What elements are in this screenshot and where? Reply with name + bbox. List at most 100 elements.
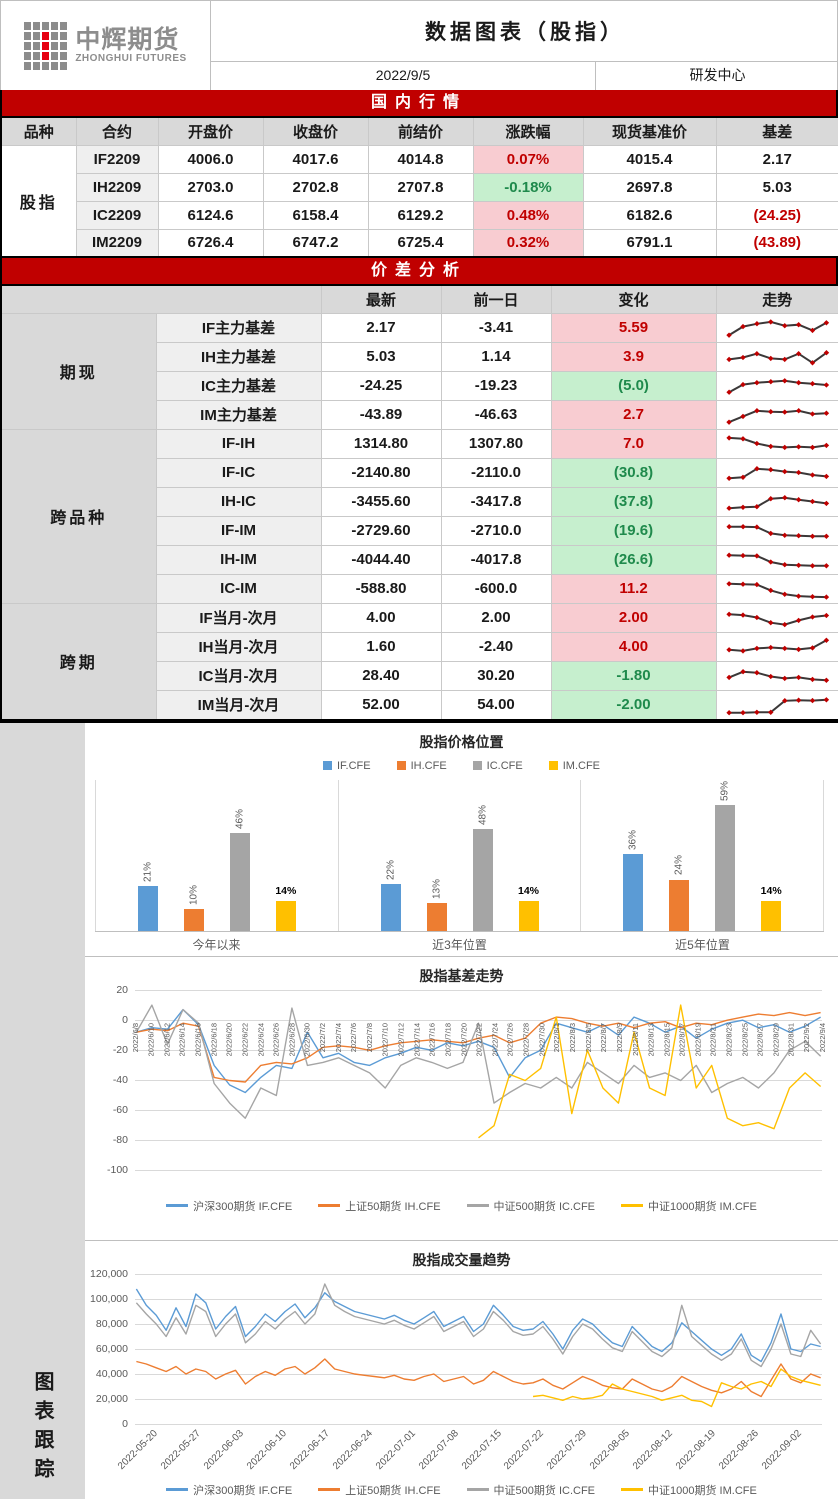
market-col-header: 收盘价 (262, 116, 369, 146)
market-row: 股指 IF2209 4006.0 4017.6 4014.8 0.07% 4015.4 2.1… (0, 144, 838, 258)
xtick-label: 2022/6/24 (255, 1022, 265, 1057)
gridline (135, 1273, 822, 1275)
open-cell: 6124.6 (157, 200, 264, 230)
xtick-label: 2022/7/24 (490, 1022, 500, 1057)
spread-row: IH主力基差 5.03 1.14 3.9 (1, 341, 838, 372)
close-cell: 2702.8 (262, 172, 369, 202)
chart-basis-trend-area: 20 0 -20 -40 -60 -80 -100 2022/6/8 2022/6/10 202… (93, 984, 827, 1186)
contract-cell: IH2209 (75, 172, 159, 202)
report-header: 中辉期货 ZHONGHUI FUTURES 数据图表（股指） 2022/9/5 … (0, 0, 838, 90)
prev-cell: -2110.0 (440, 457, 552, 488)
bar-column: 48% (472, 780, 493, 931)
xtick-label: 2022/6/16 (193, 1022, 203, 1057)
xtick-label: 2022/7/6 (349, 1022, 359, 1052)
legend-label: 上证50期货 IH.CFE (345, 1484, 441, 1497)
legend-label: IH.CFE (410, 759, 447, 772)
xtick-label: 2022/8/7 (599, 1022, 609, 1052)
ytick-label: 60,000 (95, 1342, 128, 1355)
bar-category-label: 近5年位置 (675, 937, 730, 952)
ytick-label: 0 (122, 1417, 128, 1430)
trend-sparkline (725, 637, 829, 654)
bar-column: 14% (760, 780, 782, 931)
latest-cell: 1314.80 (320, 428, 442, 459)
change-cell: 3.9 (550, 341, 717, 372)
prev-cell: -2710.0 (440, 515, 552, 546)
spread-col-header: 变化 (550, 284, 717, 314)
logo-square (42, 51, 50, 60)
spot-cell: 6182.6 (582, 200, 717, 230)
bar-column: 36% (623, 780, 644, 931)
legend-label: IF.CFE (336, 759, 371, 772)
bar-value-label: 24% (673, 855, 685, 876)
bar-column: 46% (229, 780, 250, 931)
latest-cell: 52.00 (320, 689, 442, 720)
sparkline-cell (715, 602, 838, 633)
spot-cell: 2697.8 (582, 172, 717, 202)
xtick-label: 2022/6/8 (131, 1022, 140, 1052)
latest-cell: 1.60 (320, 631, 442, 662)
logo-square (42, 41, 50, 50)
prev-cell: -4017.8 (440, 544, 552, 575)
section-banner-spread: 价差分析 (0, 258, 838, 284)
brand-logo: 中辉期货 ZHONGHUI FUTURES (1, 1, 211, 90)
xtick-label: 2022-05-27 (158, 1427, 203, 1472)
change-cell: (26.6) (550, 544, 717, 575)
logo-square (24, 41, 32, 50)
spread-row: IM当月-次月 52.00 54.00 -2.00 (1, 689, 838, 720)
spread-table-header: 最新 前一日 变化 走势 (0, 284, 838, 314)
logo-square (60, 41, 68, 50)
spread-label-cell: IC当月-次月 (155, 660, 322, 691)
chart-basis-yaxis: 20 0 -20 -40 -60 -80 -100 (93, 984, 135, 1186)
logo-square (60, 51, 68, 60)
xtick-label: 2022/8/21 (708, 1022, 718, 1057)
basis-cell: 5.03 (715, 172, 838, 202)
gridline (135, 1298, 822, 1300)
legend-label: 上证50期货 IH.CFE (345, 1200, 441, 1213)
bar-value-label: 22% (385, 859, 396, 880)
sparkline-cell (715, 399, 838, 430)
logo-text: 中辉期货 ZHONGHUI FUTURES (75, 27, 186, 64)
logo-square (33, 41, 41, 50)
xtick-label: 2022-07-15 (459, 1427, 504, 1472)
bar-value-label: 59% (719, 781, 731, 802)
xtick-label: 2022/8/23 (724, 1022, 734, 1057)
xtick-label: 2022/7/2 (318, 1022, 328, 1052)
chart-price-position-title: 股指价格位置 (419, 733, 504, 750)
chart-volume-trend: 股指成交量趋势 0 20,000 40,000 60,000 80,000 100,000… (85, 1241, 838, 1499)
logo-square (24, 21, 32, 30)
xtick-label: 2022/6/14 (177, 1022, 187, 1057)
xtick-label: 2022/7/14 (412, 1022, 422, 1057)
spread-label-cell: IH当月-次月 (155, 631, 322, 662)
close-cell: 6158.4 (262, 200, 369, 230)
bar-value-label: 10% (188, 885, 200, 906)
legend-label: 中证500期货 IC.CFE (493, 1200, 596, 1213)
bar-value-label: 48% (477, 804, 488, 825)
contract-cell: IM2209 (75, 228, 159, 258)
bar-value-label: 14% (760, 884, 782, 897)
bar-IH.CFE (426, 902, 447, 931)
line-series-canvas (135, 990, 822, 1186)
bar-IM.CFE (275, 900, 296, 931)
sparkline-cell (715, 689, 838, 720)
chart-volume-trend-area: 0 20,000 40,000 60,000 80,000 100,000 120,000 (90, 1268, 822, 1430)
spread-label-cell: IF-IC (155, 457, 322, 488)
bar-column: 22% (380, 780, 401, 931)
legend-label: IC.CFE (486, 759, 523, 772)
logo-square (33, 61, 41, 70)
spread-label-cell: IH-IM (155, 544, 322, 575)
spread-label-cell: IF主力基差 (155, 312, 322, 343)
latest-cell: 28.40 (320, 660, 442, 691)
bar-column: 13% (426, 780, 447, 931)
change-cell: -2.00 (550, 689, 717, 720)
market-header-row: 品种 合约 开盘价 收盘价 前结价 涨跌幅 现货基准价 基差 (0, 116, 838, 146)
market-col-header: 现货基准价 (582, 116, 717, 146)
prev-cell: -3417.8 (440, 486, 552, 517)
trend-sparkline (725, 668, 829, 683)
legend-label: 中证1000期货 IM.CFE (648, 1200, 757, 1213)
market-col-header: 基差 (715, 116, 838, 146)
change-cell: (5.0) (550, 370, 717, 401)
market-row: IC2209 6124.6 6158.4 6129.2 0.48% 6182.6 (24.2… (1, 200, 838, 230)
change-pct-cell: 0.32% (472, 228, 584, 258)
chart-basis-legend: 沪深300期货 IF.CFE 上证50期货 IH.CFE 中证500期货 IC.CF… (85, 1198, 838, 1214)
xtick-label: 2022/8/27 (755, 1022, 765, 1057)
